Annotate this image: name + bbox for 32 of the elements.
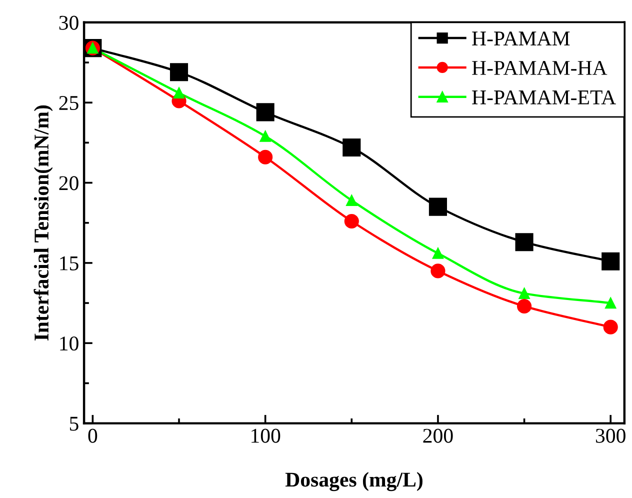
point: [258, 150, 273, 164]
y-tick-label: 20: [59, 176, 78, 190]
y-tick-label: 15: [60, 256, 78, 270]
point: [603, 320, 618, 334]
y-tick-label: 30: [59, 16, 78, 30]
x-tick-label: 0: [88, 428, 98, 443]
x-tick-label: 300: [596, 428, 626, 443]
point: [344, 214, 359, 229]
point: [518, 288, 530, 299]
y-tick-label: 25: [59, 96, 78, 110]
point: [602, 252, 620, 270]
point: [515, 233, 534, 252]
y-axis-title: Interfacial Tension(mN/m): [34, 105, 53, 341]
x-axis-title: Dosages (mg/L): [285, 472, 422, 492]
point: [516, 298, 532, 314]
point: [346, 194, 358, 206]
legend-label: H-PAMAM-ETA: [472, 90, 616, 104]
legend-label: H-PAMAM-HA: [472, 61, 608, 75]
point: [256, 103, 274, 122]
x-tick-label: 100: [252, 428, 280, 443]
point: [605, 297, 616, 309]
point: [342, 138, 361, 157]
point: [170, 63, 188, 82]
point: [432, 248, 444, 259]
point: [428, 198, 447, 216]
y-tick-label: 10: [60, 336, 78, 351]
y-tick-label: 5: [70, 416, 78, 431]
legend-label: H-PAMAM: [472, 32, 570, 46]
x-tick-label: 200: [423, 428, 453, 443]
point: [430, 264, 446, 278]
point: [260, 130, 271, 142]
point: [173, 87, 185, 99]
